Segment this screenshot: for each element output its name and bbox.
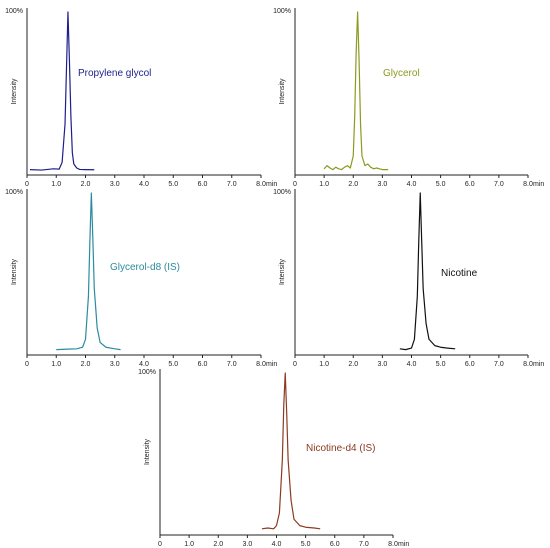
x-tick-label: 1.0 [319, 181, 329, 188]
x-tick-label: 2.0 [348, 361, 358, 368]
x-tick-label: 8.0 [256, 181, 266, 188]
x-ticks: 0 1.0 2.0 3.0 4.0 5.0 6.0 7.0 8.0 [293, 175, 533, 188]
x-tick-label: 4.0 [139, 181, 149, 188]
x-tick-label: 6.0 [198, 181, 208, 188]
x-tick-label: 3.0 [110, 361, 120, 368]
x-tick-label: 3.0 [110, 181, 120, 188]
chromatogram-panel-propylene-glycol: 100% Intensity 0 1.0 2.0 3.0 4.0 5.0 6.0 7.0 8.0… [5, 8, 277, 188]
x-tick-label: 0 [25, 361, 29, 368]
compound-label: Propylene glycol [78, 68, 151, 79]
y-max-label: 100% [273, 8, 291, 15]
y-axis-label: Intensity [11, 258, 18, 285]
x-tick-label: 5.0 [168, 361, 178, 368]
x-ticks: 0 1.0 2.0 3.0 4.0 5.0 6.0 7.0 8.0 [25, 175, 266, 188]
compound-label: Nicotine [441, 268, 478, 279]
chromatogram-panel-glycerol-d8: 100% Intensity 0 1.0 2.0 3.0 4.0 5.0 6.0 7.0 8.0… [5, 189, 277, 368]
x-tick-label: 5.0 [301, 541, 311, 548]
x-tick-label: 0 [25, 181, 29, 188]
y-max-label: 100% [273, 189, 291, 196]
x-tick-label: 0 [293, 181, 297, 188]
x-tick-label: 4.0 [139, 361, 149, 368]
x-tick-label: 8.0 [388, 541, 398, 548]
x-tick-label: 0 [158, 541, 162, 548]
y-axis-label: Intensity [11, 78, 18, 105]
x-tick-label: 3.0 [378, 361, 388, 368]
y-max-label: 100% [5, 189, 23, 196]
y-axis-label: Intensity [279, 78, 286, 105]
x-tick-label: 7.0 [359, 541, 369, 548]
y-max-label: 100% [5, 8, 23, 15]
x-tick-label: 2.0 [81, 181, 91, 188]
x-tick-label: 8.0 [256, 361, 266, 368]
x-tick-label: 2.0 [81, 361, 91, 368]
x-tick-label: 1.0 [51, 361, 61, 368]
y-axis-label: Intensity [279, 258, 286, 285]
x-tick-label: 7.0 [494, 361, 504, 368]
x-tick-label: 0 [293, 361, 297, 368]
x-unit-label: min [533, 361, 544, 368]
x-tick-label: 8.0 [523, 181, 533, 188]
compound-label: Nicotine-d4 (IS) [306, 443, 375, 454]
x-tick-label: 2.0 [213, 541, 223, 548]
x-unit-label: min [266, 181, 277, 188]
x-tick-label: 3.0 [378, 181, 388, 188]
x-tick-label: 4.0 [407, 361, 417, 368]
x-tick-label: 5.0 [436, 361, 446, 368]
x-ticks: 0 1.0 2.0 3.0 4.0 5.0 6.0 7.0 8.0 [158, 535, 398, 548]
x-tick-label: 6.0 [198, 361, 208, 368]
x-unit-label: min [398, 541, 409, 548]
y-axis-label: Intensity [144, 438, 151, 465]
x-tick-label: 6.0 [465, 181, 475, 188]
y-max-label: 100% [138, 369, 156, 376]
x-tick-label: 6.0 [465, 361, 475, 368]
x-ticks: 0 1.0 2.0 3.0 4.0 5.0 6.0 7.0 8.0 [293, 355, 533, 368]
chromatogram-panel-nicotine: 100% Intensity 0 1.0 2.0 3.0 4.0 5.0 6.0 7.0 8.0… [273, 189, 544, 368]
x-tick-label: 3.0 [243, 541, 253, 548]
x-unit-label: min [266, 361, 277, 368]
x-unit-label: min [533, 181, 544, 188]
chromatogram-trace [261, 372, 321, 530]
x-tick-label: 1.0 [319, 361, 329, 368]
chromatogram-trace [29, 11, 95, 171]
chromatogram-trace [323, 11, 389, 171]
compound-label: Glycerol [383, 68, 420, 79]
x-tick-label: 2.0 [348, 181, 358, 188]
x-tick-label: 6.0 [330, 541, 340, 548]
x-tick-label: 7.0 [494, 181, 504, 188]
x-tick-label: 8.0 [523, 361, 533, 368]
chromatogram-trace [56, 192, 121, 351]
x-tick-label: 1.0 [184, 541, 194, 548]
x-tick-label: 7.0 [227, 181, 237, 188]
x-tick-label: 4.0 [272, 541, 282, 548]
x-tick-label: 1.0 [51, 181, 61, 188]
x-tick-label: 5.0 [436, 181, 446, 188]
x-tick-label: 7.0 [227, 361, 237, 368]
x-ticks: 0 1.0 2.0 3.0 4.0 5.0 6.0 7.0 8.0 [25, 355, 266, 368]
chromatogram-trace [399, 192, 456, 351]
x-tick-label: 4.0 [407, 181, 417, 188]
compound-label: Glycerol-d8 (IS) [110, 262, 180, 273]
chromatogram-panel-glycerol: 100% Intensity 0 1.0 2.0 3.0 4.0 5.0 6.0 7.0 8.0… [273, 8, 544, 188]
x-tick-label: 5.0 [168, 181, 178, 188]
chromatogram-panel-nicotine-d4: 100% Intensity 0 1.0 2.0 3.0 4.0 5.0 6.0 7.0 8.0… [138, 369, 409, 548]
